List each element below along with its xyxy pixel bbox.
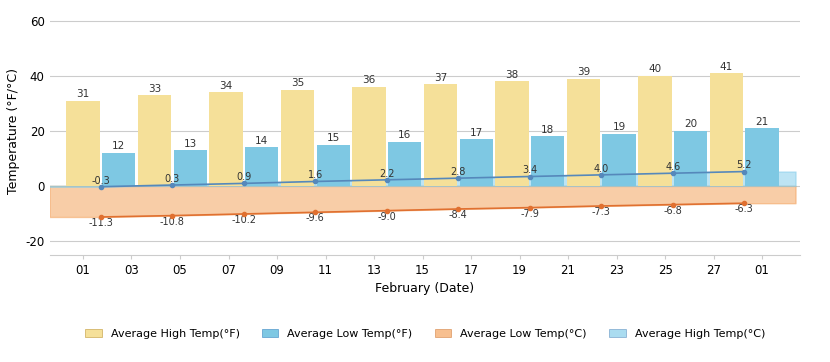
Text: -8.4: -8.4 — [449, 210, 467, 220]
Y-axis label: Temperature (°F/°C): Temperature (°F/°C) — [7, 68, 20, 194]
Text: 33: 33 — [148, 84, 161, 94]
Text: 14: 14 — [255, 136, 268, 146]
Text: -10.2: -10.2 — [232, 215, 256, 225]
Text: -6.3: -6.3 — [735, 204, 754, 214]
Text: 36: 36 — [363, 75, 375, 85]
Text: -9.0: -9.0 — [378, 212, 396, 222]
Text: 41: 41 — [720, 62, 733, 72]
Text: 20: 20 — [684, 119, 697, 130]
Bar — [209, 92, 242, 186]
Bar — [352, 87, 386, 186]
Bar — [638, 76, 671, 186]
Text: 4.0: 4.0 — [593, 164, 609, 174]
Text: 18: 18 — [541, 125, 554, 135]
Text: -0.3: -0.3 — [91, 176, 110, 186]
Text: 19: 19 — [613, 122, 626, 132]
Bar — [173, 150, 207, 186]
Text: 13: 13 — [183, 139, 197, 149]
Bar — [66, 101, 100, 186]
Bar — [745, 128, 779, 186]
Text: 0.3: 0.3 — [164, 174, 180, 184]
Bar — [424, 84, 457, 186]
Text: -7.3: -7.3 — [592, 207, 611, 217]
Text: -7.9: -7.9 — [520, 209, 540, 219]
Text: 5.2: 5.2 — [736, 160, 752, 171]
Bar — [603, 134, 636, 186]
Text: 16: 16 — [398, 130, 412, 140]
Text: 34: 34 — [219, 81, 232, 91]
Text: 2.2: 2.2 — [379, 169, 394, 179]
Bar — [102, 153, 135, 186]
Text: -11.3: -11.3 — [89, 218, 113, 228]
Bar — [531, 136, 564, 186]
Text: 3.4: 3.4 — [522, 165, 538, 176]
Text: 0.9: 0.9 — [237, 172, 251, 182]
Text: 37: 37 — [434, 73, 447, 83]
Text: 1.6: 1.6 — [308, 171, 323, 180]
Bar — [388, 142, 422, 186]
X-axis label: February (Date): February (Date) — [375, 282, 475, 295]
Bar — [138, 95, 171, 186]
Bar — [460, 139, 493, 186]
Text: 38: 38 — [505, 70, 519, 80]
Text: 40: 40 — [648, 64, 662, 74]
Text: 15: 15 — [326, 133, 339, 143]
Bar — [674, 131, 707, 186]
Text: -9.6: -9.6 — [306, 214, 325, 223]
Bar — [710, 73, 743, 186]
Bar — [567, 79, 600, 186]
Text: 2.8: 2.8 — [451, 167, 466, 177]
Text: -6.8: -6.8 — [663, 206, 682, 216]
Text: 4.6: 4.6 — [665, 162, 681, 172]
Text: 35: 35 — [290, 78, 304, 88]
Bar — [245, 147, 278, 186]
Bar — [316, 144, 350, 186]
Text: 17: 17 — [470, 128, 483, 138]
Text: 31: 31 — [76, 89, 90, 99]
Text: 21: 21 — [755, 117, 769, 127]
Text: -10.8: -10.8 — [160, 217, 185, 227]
Bar — [281, 89, 314, 186]
Bar — [496, 81, 529, 186]
Text: 39: 39 — [577, 67, 590, 77]
Legend: Average High Temp(°F), Average Low Temp(°F), Average Low Temp(°C), Average High : Average High Temp(°F), Average Low Temp(… — [81, 324, 769, 343]
Text: 12: 12 — [112, 142, 125, 151]
